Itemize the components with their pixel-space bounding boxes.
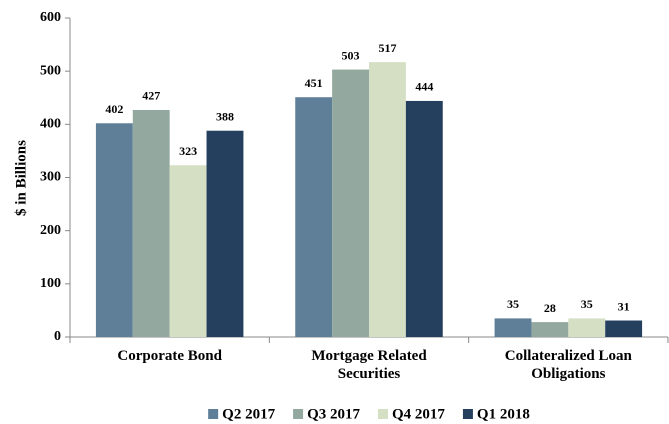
bar bbox=[494, 318, 532, 337]
legend-label: Q2 2017 bbox=[222, 406, 275, 422]
bar bbox=[169, 165, 207, 337]
legend-label: Q4 2017 bbox=[392, 406, 445, 422]
legend-label: Q3 2017 bbox=[307, 406, 360, 422]
legend-item: Q2 2017 bbox=[208, 406, 276, 422]
data-label: 35 bbox=[507, 297, 519, 311]
bar bbox=[332, 69, 369, 338]
bar bbox=[206, 130, 244, 337]
data-label: 28 bbox=[544, 301, 556, 315]
y-tick-label: 300 bbox=[40, 170, 61, 185]
bar bbox=[295, 97, 333, 338]
x-tick-label: Collateralized Loan Obligations bbox=[504, 348, 632, 382]
bar bbox=[568, 318, 606, 337]
legend-swatch bbox=[293, 409, 304, 419]
bar bbox=[95, 123, 133, 338]
legend: Q2 2017 Q3 2017 Q4 2017 Q1 2018 bbox=[208, 406, 530, 422]
y-tick-label: 200 bbox=[40, 223, 61, 238]
data-label: 517 bbox=[378, 41, 396, 55]
legend-label: Q1 2018 bbox=[477, 406, 530, 422]
legend-item: Q3 2017 bbox=[293, 406, 360, 422]
data-label: 402 bbox=[105, 102, 123, 116]
data-label: 503 bbox=[342, 48, 360, 62]
y-tick-label: 600 bbox=[40, 10, 61, 25]
legend-item: Q4 2017 bbox=[378, 406, 445, 422]
legend-swatch bbox=[378, 409, 388, 419]
data-label: 31 bbox=[618, 299, 630, 313]
data-label: 451 bbox=[305, 76, 323, 90]
legend-item: Q1 2018 bbox=[462, 406, 530, 422]
bar bbox=[405, 100, 443, 337]
bar bbox=[605, 320, 643, 337]
y-axis-label: $ in Billions bbox=[13, 140, 29, 216]
x-tick-label: Corporate Bond bbox=[117, 348, 222, 364]
y-tick-label: 0 bbox=[54, 329, 61, 344]
y-tick-label: 500 bbox=[40, 63, 61, 78]
bar bbox=[369, 62, 406, 338]
y-tick-label: 100 bbox=[40, 276, 61, 291]
legend-swatch bbox=[462, 409, 473, 419]
data-label: 444 bbox=[415, 80, 433, 94]
data-label: 427 bbox=[142, 89, 160, 103]
data-label: 35 bbox=[581, 297, 593, 311]
bar bbox=[531, 322, 569, 337]
legend-swatch bbox=[208, 409, 219, 419]
data-label: 323 bbox=[179, 144, 197, 158]
y-tick-label: 400 bbox=[40, 117, 61, 132]
bar bbox=[132, 109, 170, 337]
data-label: 388 bbox=[216, 109, 234, 123]
x-tick-label: Mortgage Related Securities bbox=[311, 348, 427, 382]
